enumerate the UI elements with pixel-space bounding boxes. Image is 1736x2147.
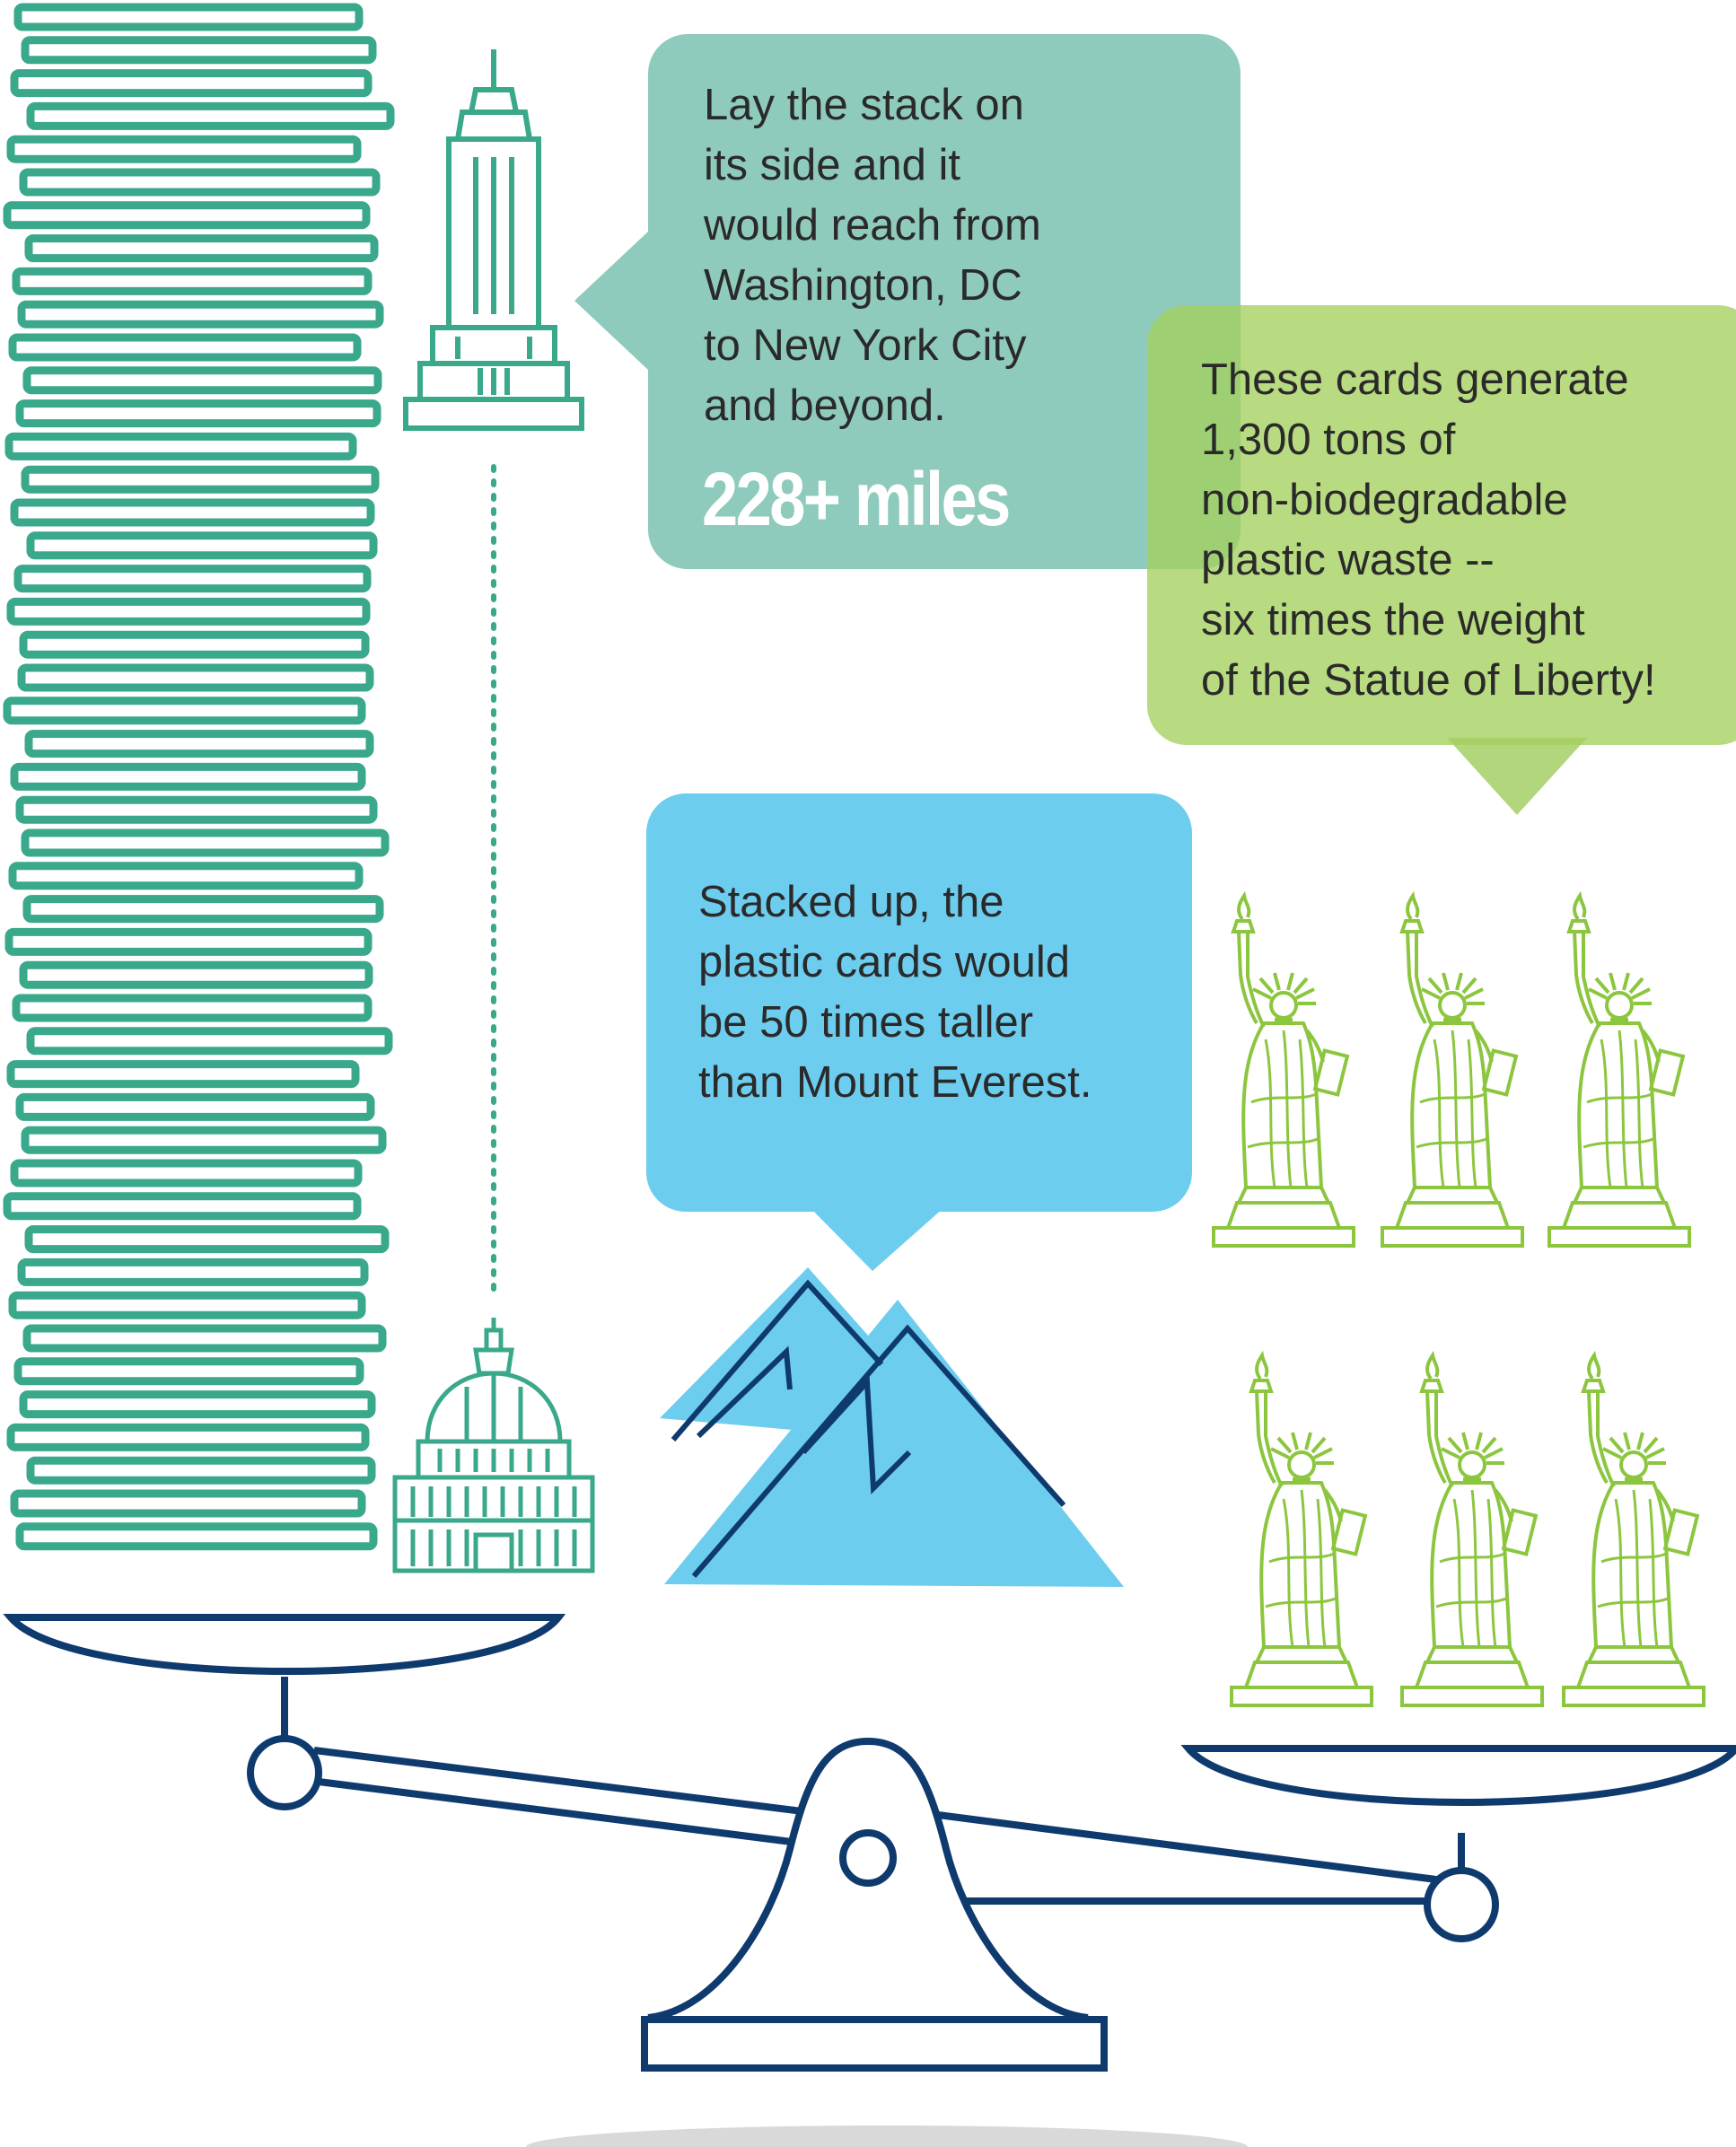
card [19, 168, 381, 197]
statue-of-liberty-icon [1381, 894, 1524, 1248]
balance-scale-icon [3, 1614, 1736, 2072]
card [6, 135, 362, 163]
card [10, 69, 373, 98]
height-bubble-tail [810, 1207, 944, 1271]
card [21, 1126, 387, 1154]
card [19, 630, 370, 659]
card [24, 730, 374, 758]
card [6, 1423, 370, 1451]
distance-bubble: Lay the stack on its side and it would r… [648, 34, 1241, 569]
card [26, 531, 378, 560]
card [8, 1291, 366, 1319]
card [8, 333, 362, 362]
card [10, 1489, 366, 1518]
right-pan [1180, 1745, 1736, 1806]
card [22, 366, 382, 395]
card [17, 663, 374, 692]
card [4, 432, 357, 460]
card-stack-icon [3, 3, 395, 1551]
card [19, 1390, 376, 1419]
height-bubble: Stacked up, the plastic cards would be 5… [646, 793, 1192, 1212]
card [15, 1522, 378, 1551]
statue-of-liberty-icon [1400, 1354, 1544, 1707]
card [8, 862, 364, 890]
card [6, 597, 371, 626]
waste-text: These cards generate 1,300 tons of non-b… [1201, 355, 1656, 705]
left-pan [3, 1614, 566, 1675]
card [13, 565, 372, 593]
card [24, 1225, 390, 1254]
card [21, 828, 390, 857]
ground-shadow [526, 2125, 1248, 2147]
statue-grid [1212, 894, 1705, 1707]
distance-bubble-tail [574, 232, 648, 370]
card [26, 1456, 376, 1485]
card [6, 1060, 360, 1089]
card [15, 399, 381, 428]
card [3, 697, 366, 725]
statue-of-liberty-icon [1212, 894, 1355, 1248]
height-text: Stacked up, the plastic cards would be 5… [698, 878, 1092, 1107]
card [17, 1258, 369, 1286]
card [12, 994, 373, 1022]
card [21, 465, 380, 494]
card [15, 1092, 375, 1121]
distance-text: Lay the stack on its side and it would r… [704, 81, 1041, 430]
card [13, 3, 364, 31]
card [10, 1159, 363, 1187]
waste-bubble-tail [1447, 738, 1587, 815]
statue-of-liberty-icon [1547, 894, 1691, 1248]
statue-of-liberty-icon [1230, 1354, 1373, 1707]
card [10, 498, 375, 527]
card [22, 895, 384, 924]
card [15, 795, 378, 824]
card [4, 927, 373, 956]
card [26, 1027, 393, 1056]
capitol-building-icon [392, 1318, 595, 1573]
empire-state-building-icon [403, 49, 584, 431]
waste-bubble: These cards generate 1,300 tons of non-b… [1147, 305, 1736, 745]
card [24, 234, 379, 263]
card [22, 1324, 387, 1353]
card [3, 1192, 362, 1221]
mountains-icon [660, 1267, 1124, 1587]
card [3, 201, 371, 230]
card [13, 1357, 364, 1386]
card [10, 762, 366, 791]
statue-of-liberty-icon [1562, 1354, 1705, 1707]
card [26, 101, 395, 130]
card [17, 300, 384, 329]
card [19, 960, 373, 989]
card [12, 267, 373, 295]
card [21, 36, 377, 65]
distance-stat: 228+ miles [702, 457, 1011, 541]
